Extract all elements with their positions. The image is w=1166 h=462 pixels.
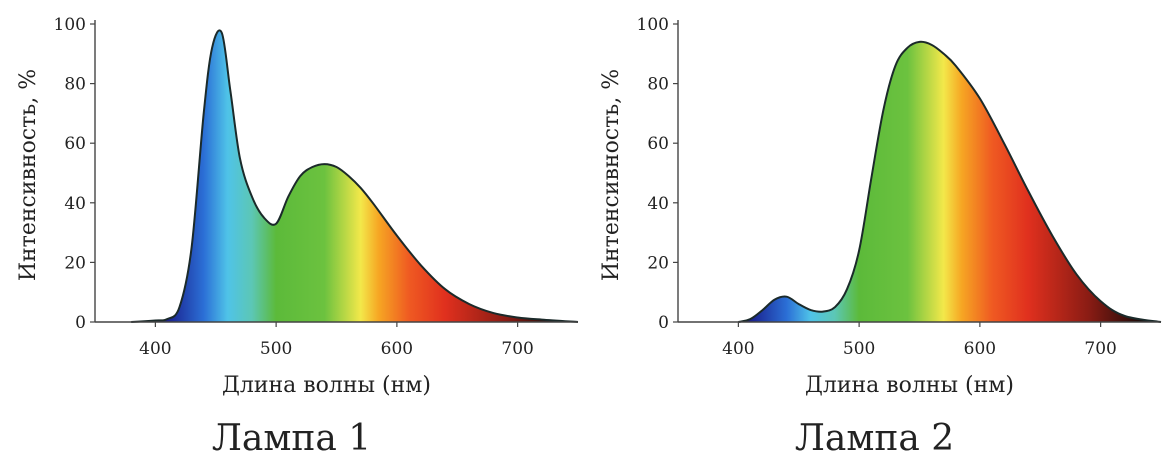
spectrum-chart-lamp-2: 0 20 40 60 80 100 400 500 600 700 Длина волны (нм)… [599,15,1162,398]
y-tick-label: 0 [658,313,669,333]
x-axis-title: Длина волны (нм) [222,373,431,398]
spectrum-area [131,30,578,322]
y-tick-label: 20 [64,253,86,273]
spectrum-area [738,41,1161,322]
y-tick-label: 60 [647,134,669,154]
y-tick-label: 100 [637,15,669,35]
x-tick-label: 400 [722,339,754,359]
x-tick-label: 400 [139,339,171,359]
x-tick-label: 600 [381,339,413,359]
spectrum-line [738,40,1162,323]
spectrum-chart-lamp-1: 0 20 40 60 80 100 400 500 600 700 Длина волны (нм)… [16,15,579,398]
x-axis-title: Длина волны (нм) [805,373,1014,398]
y-tick-label: 40 [647,194,669,214]
chart-panel-lamp-1: 0 20 40 60 80 100 400 500 600 700 Длина волны (нм)… [16,15,579,459]
x-tick-label: 700 [501,339,533,359]
caption-lamp-1: Лампа 1 [211,418,372,459]
y-axis-title: Интенсивность, % [599,69,624,281]
y-tick-label: 40 [64,194,86,214]
y-tick-label: 60 [64,134,86,154]
caption-lamp-2: Лампа 2 [794,418,955,459]
spectrum-line [131,29,579,323]
y-tick-label: 0 [75,313,86,333]
x-tick-label: 500 [843,339,875,359]
chart-panel-lamp-2: 0 20 40 60 80 100 400 500 600 700 Длина волны (нм)… [583,0,1166,462]
y-tick-label: 80 [647,75,669,95]
x-tick-label: 500 [260,339,292,359]
x-tick-label: 700 [1084,339,1116,359]
y-axis-title: Интенсивность, % [16,69,41,281]
y-tick-label: 20 [647,253,669,273]
y-tick-label: 80 [64,75,86,95]
x-tick-label: 600 [964,339,996,359]
y-tick-label: 100 [54,15,86,35]
